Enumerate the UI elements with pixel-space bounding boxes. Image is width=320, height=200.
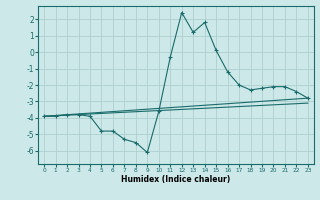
X-axis label: Humidex (Indice chaleur): Humidex (Indice chaleur) [121,175,231,184]
